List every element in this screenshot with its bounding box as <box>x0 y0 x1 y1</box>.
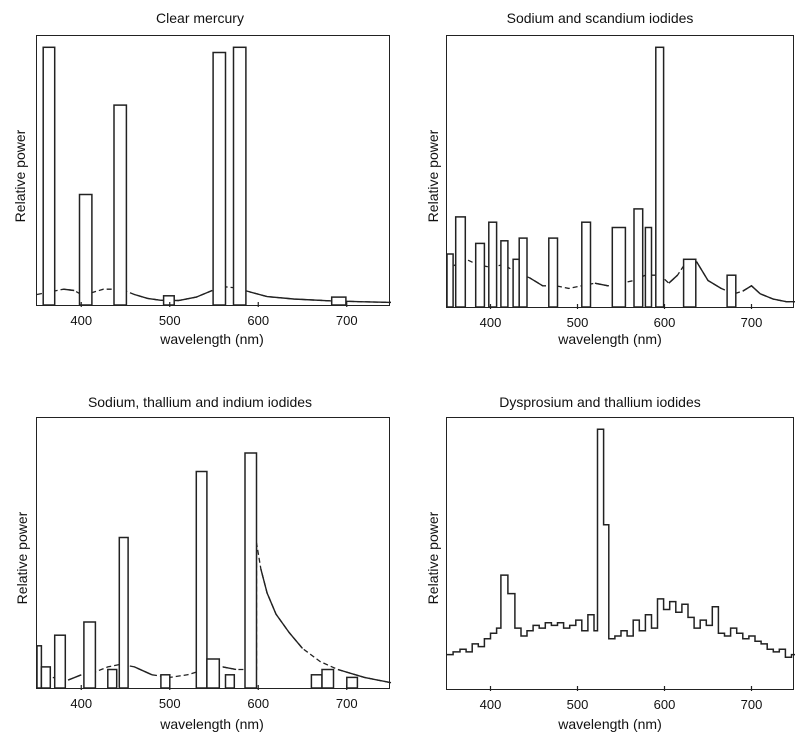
emission-bar <box>232 46 247 306</box>
y-axis-label: Relative power <box>12 129 28 223</box>
emission-bar <box>53 634 67 689</box>
emission-bar <box>42 46 56 306</box>
continuum-solid-segment <box>260 569 304 649</box>
emission-bar <box>162 295 175 306</box>
x-tick-label: 600 <box>654 697 676 712</box>
x-tick-label: 600 <box>247 696 269 711</box>
emission-bar <box>655 46 665 308</box>
emission-bar <box>500 240 509 308</box>
emission-bar <box>118 536 129 689</box>
emission-bar <box>346 676 359 689</box>
emission-bar <box>113 104 128 306</box>
x-axis-label: wavelength (nm) <box>558 331 662 347</box>
chart-panel-2: Sodium and scandium iodides Relative pow… <box>400 0 800 374</box>
x-tick-label: 600 <box>654 315 676 330</box>
emission-bar <box>446 253 454 308</box>
emission-bar <box>321 668 335 689</box>
x-tick-label: 700 <box>336 313 358 328</box>
x-axis-label: wavelength (nm) <box>160 716 264 732</box>
y-axis-label: Relative power <box>425 511 441 605</box>
continuum-solid-segment <box>594 282 609 287</box>
spectrum-step-line <box>447 428 795 658</box>
emission-bar <box>212 51 227 306</box>
chart-title: Dysprosium and thallium iodides <box>499 394 701 410</box>
emission-bar <box>548 237 559 308</box>
continuum-solid-segment <box>134 666 153 676</box>
plot-area: 400 500 600 700 <box>36 417 392 711</box>
x-tick-label: 500 <box>159 313 181 328</box>
emission-bar <box>160 674 171 689</box>
continuum-solid-segment <box>63 288 75 292</box>
continuum-solid-segment <box>249 291 392 304</box>
emission-bar <box>206 658 221 689</box>
plot-area: 400 500 600 700 <box>446 35 795 330</box>
emission-bar <box>224 674 236 689</box>
emission-bar <box>488 221 498 308</box>
x-tick-label: 700 <box>741 697 763 712</box>
x-tick-label: 500 <box>567 697 589 712</box>
x-axis-label: wavelength (nm) <box>558 716 662 732</box>
continuum-solid-segment <box>529 277 544 287</box>
continuum-solid-segment <box>668 274 678 284</box>
x-tick-label: 400 <box>70 696 92 711</box>
chart-panel-4: Dysprosium and thallium iodides Relative… <box>400 374 800 748</box>
continuum-solid-segment <box>222 666 237 671</box>
plot-area: 400 500 600 700 <box>36 35 392 328</box>
x-tick-label: 400 <box>480 697 502 712</box>
x-tick-label: 700 <box>741 315 763 330</box>
continuum-solid-segment <box>337 668 392 684</box>
continuum-solid-segment <box>696 261 722 289</box>
emission-bar <box>518 237 528 308</box>
continuum-solid-segment <box>742 284 795 303</box>
emission-bar <box>682 258 697 308</box>
chart-panel-3: Sodium, thallium and indium iodides Rela… <box>0 374 400 748</box>
emission-bar <box>310 674 323 689</box>
emission-bar <box>107 668 118 689</box>
emission-bar <box>581 221 592 308</box>
emission-bar <box>454 216 467 308</box>
x-tick-label: 400 <box>70 313 92 328</box>
x-tick-label: 600 <box>247 313 269 328</box>
emission-bar <box>330 296 347 306</box>
chart-title: Clear mercury <box>156 10 244 26</box>
emission-bar <box>644 226 653 308</box>
y-axis-label: Relative power <box>14 511 30 605</box>
emission-bar <box>474 242 486 308</box>
emission-bar <box>611 226 627 308</box>
emission-bar <box>726 274 737 308</box>
emission-bar <box>83 621 97 689</box>
chart-title: Sodium, thallium and indium iodides <box>87 394 313 410</box>
x-axis-label: wavelength (nm) <box>160 331 264 347</box>
chart-title: Sodium and scandium iodides <box>506 10 694 26</box>
emission-bar <box>244 452 258 689</box>
emission-bar <box>633 208 644 308</box>
y-axis-label: Relative power <box>425 129 441 223</box>
plot-area: 400 500 600 700 <box>446 417 795 712</box>
chart-panel-1: Clear mercury Relative power 400 500 600 70… <box>0 0 400 374</box>
emission-bar <box>512 258 520 308</box>
x-tick-label: 400 <box>480 315 502 330</box>
continuum-solid-segment <box>67 674 82 681</box>
x-tick-label: 500 <box>159 696 181 711</box>
x-tick-label: 500 <box>567 315 589 330</box>
emission-bar <box>78 193 93 306</box>
emission-bar <box>195 470 208 689</box>
emission-bar <box>40 666 52 689</box>
x-tick-label: 700 <box>336 696 358 711</box>
